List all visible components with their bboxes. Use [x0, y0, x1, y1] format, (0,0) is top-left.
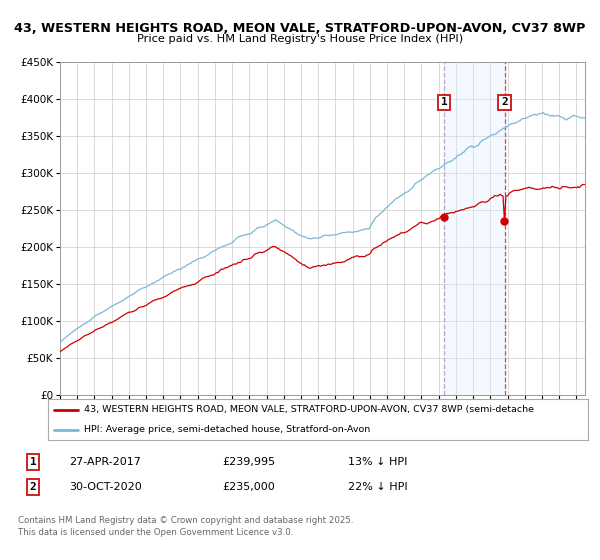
Text: 1: 1 [29, 457, 37, 467]
Text: 2: 2 [501, 97, 508, 108]
Text: £239,995: £239,995 [222, 457, 275, 467]
Text: Contains HM Land Registry data © Crown copyright and database right 2025.
This d: Contains HM Land Registry data © Crown c… [18, 516, 353, 537]
Text: 22% ↓ HPI: 22% ↓ HPI [348, 482, 407, 492]
Text: 2: 2 [29, 482, 37, 492]
Text: 27-APR-2017: 27-APR-2017 [69, 457, 141, 467]
Text: 43, WESTERN HEIGHTS ROAD, MEON VALE, STRATFORD-UPON-AVON, CV37 8WP: 43, WESTERN HEIGHTS ROAD, MEON VALE, STR… [14, 22, 586, 35]
Text: 1: 1 [441, 97, 448, 108]
Text: £235,000: £235,000 [222, 482, 275, 492]
Bar [444, 62, 505, 395]
Text: Price paid vs. HM Land Registry's House Price Index (HPI): Price paid vs. HM Land Registry's House … [137, 34, 463, 44]
Text: 13% ↓ HPI: 13% ↓ HPI [348, 457, 407, 467]
Text: HPI: Average price, semi-detached house, Stratford-on-Avon: HPI: Average price, semi-detached house,… [84, 426, 370, 435]
Text: 43, WESTERN HEIGHTS ROAD, MEON VALE, STRATFORD-UPON-AVON, CV37 8WP (semi-detache: 43, WESTERN HEIGHTS ROAD, MEON VALE, STR… [84, 405, 534, 414]
Text: 30-OCT-2020: 30-OCT-2020 [69, 482, 142, 492]
